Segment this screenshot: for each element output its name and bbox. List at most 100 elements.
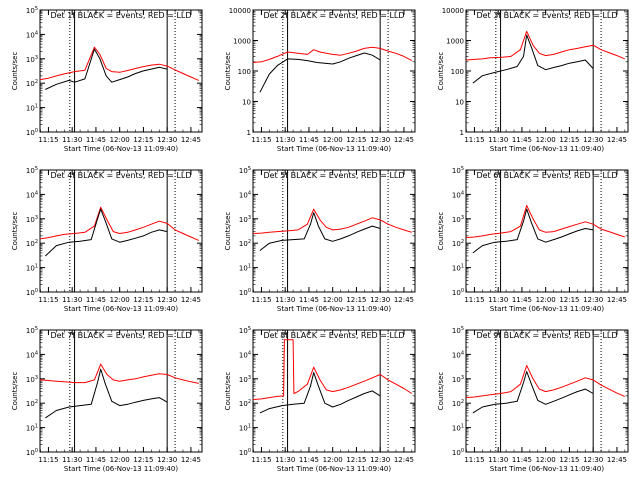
lld-series-line xyxy=(39,206,199,241)
y-tick-label: 101 xyxy=(452,424,464,433)
x-tick-label: 11:15 xyxy=(251,296,271,304)
y-tick-label: 102 xyxy=(452,239,464,248)
x-tick-label: 12:00 xyxy=(110,456,130,464)
x-tick-label: 12:30 xyxy=(157,136,177,144)
x-tick-label: 11:30 xyxy=(275,296,295,304)
y-axis-label: Counts/sec xyxy=(437,212,445,251)
x-tick-label: 12:30 xyxy=(583,136,603,144)
x-tick-label: 11:30 xyxy=(62,296,82,304)
y-tick-label: 10 xyxy=(242,99,251,107)
x-tick-label: 12:45 xyxy=(181,296,201,304)
y-axis-label: Counts/sec xyxy=(437,372,445,411)
x-tick-label: 11:30 xyxy=(62,456,82,464)
lld-series-line xyxy=(465,365,625,399)
y-tick-label: 104 xyxy=(26,30,38,39)
y-tick-label: 101 xyxy=(239,264,251,273)
panel-9: Det 9f BLACK = Events, RED = LLD 100 101 10… xyxy=(437,326,629,473)
events-series-line xyxy=(259,372,381,414)
y-tick-label: 101 xyxy=(452,264,464,273)
y-axis-label: Counts/sec xyxy=(11,212,19,251)
x-tick-label: 12:30 xyxy=(157,296,177,304)
plot-frame xyxy=(39,329,203,453)
x-tick-label: 12:00 xyxy=(323,456,343,464)
y-tick-label: 105 xyxy=(26,166,38,175)
y-tick-label: 100 xyxy=(452,288,464,297)
x-tick-label: 12:15 xyxy=(346,456,366,464)
y-tick-label: 105 xyxy=(26,6,38,15)
chart-title: Det 7f BLACK = Events, RED = LLD xyxy=(50,331,191,340)
y-tick-label: 101 xyxy=(239,424,251,433)
x-axis-label: Start Time (06-Nov-13 11:09:40) xyxy=(64,145,178,153)
lld-series-line xyxy=(39,363,199,384)
x-tick-label: 12:00 xyxy=(323,136,343,144)
y-tick-label: 102 xyxy=(26,399,38,408)
y-tick-label: 100 xyxy=(26,128,38,137)
plot-frame xyxy=(252,329,416,453)
y-tick-label: 103 xyxy=(26,55,38,64)
x-tick-label: 12:15 xyxy=(133,456,153,464)
y-tick-label: 100 xyxy=(26,288,38,297)
y-tick-label: 105 xyxy=(452,326,464,335)
chart-title: Det 8f BLACK = Events, RED = LLD xyxy=(263,331,404,340)
chart-title: Det 3f BLACK = Events, RED = LLD xyxy=(476,11,617,20)
x-tick-label: 11:45 xyxy=(86,456,106,464)
y-tick-label: 100 xyxy=(26,448,38,457)
y-tick-label: 102 xyxy=(452,399,464,408)
x-axis-label: Start Time (06-Nov-13 11:09:40) xyxy=(64,465,178,473)
x-tick-label: 12:30 xyxy=(583,296,603,304)
y-tick-label: 105 xyxy=(239,166,251,175)
x-axis-label: Start Time (06-Nov-13 11:09:40) xyxy=(64,305,178,313)
x-tick-label: 12:30 xyxy=(583,456,603,464)
y-axis-label: Counts/sec xyxy=(11,52,19,91)
y-axis-label: Counts/sec xyxy=(224,372,232,411)
x-tick-label: 11:15 xyxy=(464,456,484,464)
y-tick-label: 102 xyxy=(239,399,251,408)
y-tick-label: 102 xyxy=(26,79,38,88)
y-tick-label: 100 xyxy=(451,68,464,76)
plot-frame xyxy=(252,9,416,133)
lld-series-line xyxy=(465,30,625,61)
plot-frame xyxy=(465,9,629,133)
events-series-line xyxy=(44,208,168,257)
plot-frame xyxy=(39,169,203,293)
events-series-line xyxy=(45,368,168,419)
y-tick-label: 101 xyxy=(26,424,38,433)
y-tick-label: 105 xyxy=(26,326,38,335)
x-tick-label: 11:15 xyxy=(251,136,271,144)
y-tick-label: 105 xyxy=(239,326,251,335)
lld-series-line xyxy=(252,46,413,63)
x-tick-label: 11:45 xyxy=(512,136,532,144)
x-tick-label: 12:30 xyxy=(370,136,390,144)
y-tick-label: 1 xyxy=(460,129,464,137)
x-tick-label: 11:45 xyxy=(512,296,532,304)
y-tick-label: 103 xyxy=(26,215,38,224)
x-tick-label: 12:15 xyxy=(559,136,579,144)
events-series-line xyxy=(472,34,594,84)
x-axis-label: Start Time (06-Nov-13 11:09:40) xyxy=(490,465,604,473)
x-tick-label: 11:45 xyxy=(299,136,319,144)
x-tick-label: 12:45 xyxy=(394,456,414,464)
chart-title: Det 9f BLACK = Events, RED = LLD xyxy=(476,331,617,340)
x-tick-label: 11:30 xyxy=(275,456,295,464)
x-tick-label: 12:45 xyxy=(181,456,201,464)
y-tick-label: 104 xyxy=(26,350,38,359)
y-tick-label: 103 xyxy=(452,375,464,384)
x-tick-label: 12:45 xyxy=(607,456,627,464)
chart-title: Det 5f BLACK = Events, RED = LLD xyxy=(263,171,404,180)
lld-series-line xyxy=(465,205,625,239)
x-tick-label: 12:00 xyxy=(323,296,343,304)
x-tick-label: 12:15 xyxy=(559,296,579,304)
x-tick-label: 12:15 xyxy=(133,296,153,304)
x-tick-label: 12:15 xyxy=(559,456,579,464)
y-tick-label: 1000 xyxy=(446,38,464,46)
x-axis-label: Start Time (06-Nov-13 11:09:40) xyxy=(277,305,391,313)
events-series-line xyxy=(472,208,594,254)
y-tick-label: 102 xyxy=(239,239,251,248)
events-series-line xyxy=(259,212,381,251)
y-tick-label: 103 xyxy=(239,375,251,384)
x-tick-label: 11:45 xyxy=(512,456,532,464)
y-tick-label: 102 xyxy=(26,239,38,248)
y-tick-label: 10000 xyxy=(442,7,464,15)
x-tick-label: 12:30 xyxy=(157,456,177,464)
x-tick-label: 12:45 xyxy=(607,136,627,144)
